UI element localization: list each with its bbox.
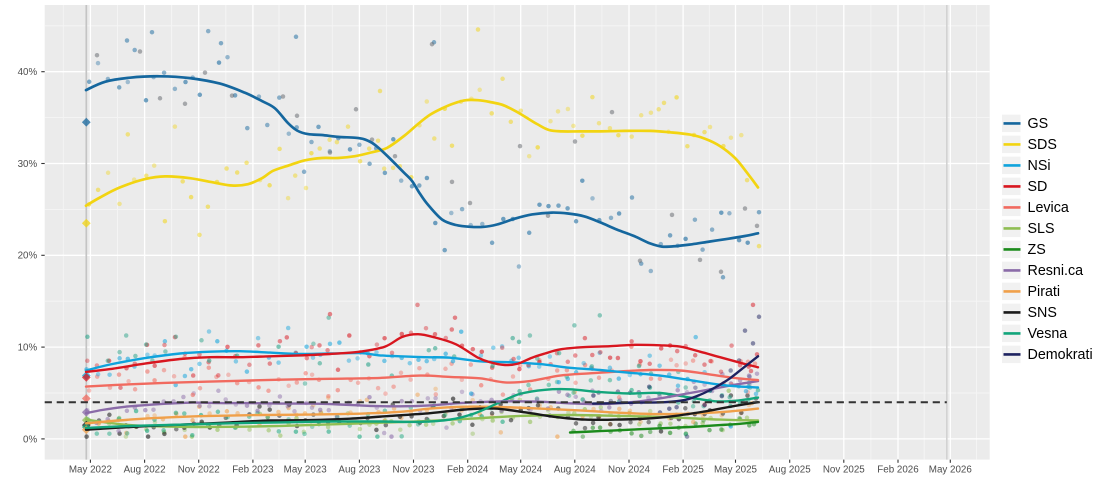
svg-text:SLS: SLS bbox=[1028, 221, 1055, 237]
svg-text:SDS: SDS bbox=[1028, 137, 1057, 153]
svg-text:Feb 2024: Feb 2024 bbox=[447, 465, 489, 476]
svg-text:0%: 0% bbox=[23, 434, 37, 445]
svg-text:Resni.ca: Resni.ca bbox=[1028, 263, 1084, 279]
svg-text:Nov 2025: Nov 2025 bbox=[823, 465, 865, 476]
svg-text:May 2024: May 2024 bbox=[499, 465, 543, 476]
svg-text:May 2022: May 2022 bbox=[69, 465, 112, 476]
svg-text:SNS: SNS bbox=[1028, 305, 1057, 321]
svg-text:Demokrati: Demokrati bbox=[1028, 347, 1093, 363]
svg-text:Aug 2022: Aug 2022 bbox=[124, 465, 166, 476]
svg-text:Vesna: Vesna bbox=[1028, 326, 1068, 342]
svg-text:Nov 2022: Nov 2022 bbox=[178, 465, 220, 476]
svg-text:May 2025: May 2025 bbox=[714, 465, 758, 476]
svg-text:Pirati: Pirati bbox=[1028, 284, 1061, 300]
svg-text:May 2026: May 2026 bbox=[929, 465, 973, 476]
svg-text:Nov 2024: Nov 2024 bbox=[608, 465, 650, 476]
svg-text:Feb 2023: Feb 2023 bbox=[232, 465, 274, 476]
svg-text:Aug 2023: Aug 2023 bbox=[338, 465, 380, 476]
svg-text:Feb 2025: Feb 2025 bbox=[662, 465, 704, 476]
svg-text:GS: GS bbox=[1028, 116, 1049, 132]
svg-text:May 2023: May 2023 bbox=[284, 465, 328, 476]
svg-text:SD: SD bbox=[1028, 179, 1048, 195]
svg-text:Nov 2023: Nov 2023 bbox=[393, 465, 435, 476]
svg-text:Levica: Levica bbox=[1028, 200, 1069, 216]
svg-text:40%: 40% bbox=[18, 67, 38, 78]
svg-text:Feb 2026: Feb 2026 bbox=[877, 465, 919, 476]
svg-text:20%: 20% bbox=[18, 251, 38, 262]
svg-text:Aug 2025: Aug 2025 bbox=[769, 465, 811, 476]
svg-text:Aug 2024: Aug 2024 bbox=[554, 465, 596, 476]
svg-text:NSi: NSi bbox=[1028, 158, 1051, 174]
svg-text:10%: 10% bbox=[18, 343, 38, 354]
svg-text:ZS: ZS bbox=[1028, 242, 1046, 258]
svg-text:30%: 30% bbox=[18, 159, 38, 170]
